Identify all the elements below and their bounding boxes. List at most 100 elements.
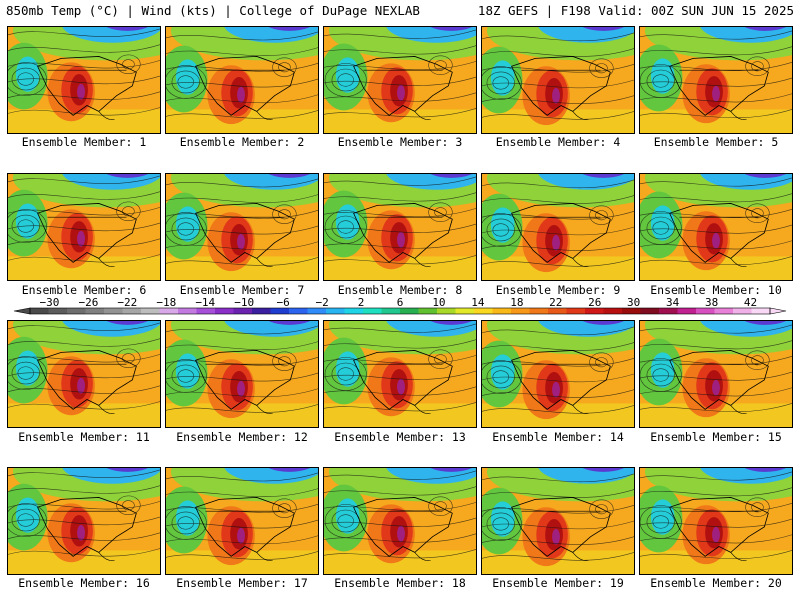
ensemble-member-label: Ensemble Member: 2 xyxy=(179,135,305,149)
map-title: 850mb Temp (°C) | Wind (kts) | College o… xyxy=(6,3,420,18)
colorbar-swatch xyxy=(455,308,475,314)
colorbar-tick-label: 22 xyxy=(549,296,562,309)
colorbar-swatch xyxy=(233,308,253,314)
temperature-field-map xyxy=(8,174,160,280)
colorbar-swatch xyxy=(48,308,68,314)
temperature-field-map xyxy=(482,27,634,133)
ensemble-map-panel xyxy=(481,173,635,281)
ensemble-map-panel xyxy=(323,320,477,428)
temperature-field-map xyxy=(8,468,160,574)
ensemble-member-label: Ensemble Member: 16 xyxy=(18,576,150,590)
colorbar-swatch xyxy=(733,308,752,314)
colorbar-swatch xyxy=(696,308,715,314)
colorbar-swatch xyxy=(85,308,105,314)
ensemble-member-label: Ensemble Member: 5 xyxy=(653,135,779,149)
ensemble-member-label: Ensemble Member: 10 xyxy=(650,283,782,297)
colorbar-swatch xyxy=(511,308,530,314)
temperature-field-map xyxy=(482,321,634,427)
ensemble-member-label: Ensemble Member: 1 xyxy=(21,135,147,149)
colorbar-min-arrow xyxy=(13,307,31,315)
temperature-field-map xyxy=(8,27,160,133)
ensemble-member-label: Ensemble Member: 18 xyxy=(334,576,466,590)
colorbar-swatch xyxy=(215,308,234,314)
colorbar-swatch xyxy=(529,308,549,314)
colorbar-swatch xyxy=(640,308,660,314)
colorbar-swatch xyxy=(548,308,567,314)
colorbar-swatch xyxy=(751,308,771,314)
colorbar-swatch xyxy=(400,308,419,314)
colorbar-tick-label: 38 xyxy=(705,296,718,309)
colorbar-tick-label: −10 xyxy=(234,296,254,309)
temperature-field-map xyxy=(324,174,476,280)
ensemble-map-panel xyxy=(323,173,477,281)
colorbar-swatch xyxy=(677,308,697,314)
run-info: 18Z GEFS | F198 Valid: 00Z SUN JUN 15 20… xyxy=(477,3,794,18)
colorbar-tick-label: −30 xyxy=(40,296,60,309)
colorbar-swatch xyxy=(178,308,197,314)
ensemble-map-panel xyxy=(639,467,793,575)
temperature-field-map xyxy=(640,174,792,280)
ensemble-member-label: Ensemble Member: 19 xyxy=(492,576,624,590)
colorbar-swatch xyxy=(659,308,678,314)
colorbar-swatch xyxy=(566,308,586,314)
colorbar-swatch xyxy=(474,308,493,314)
colorbar-swatch xyxy=(603,308,623,314)
ensemble-member-label: Ensemble Member: 8 xyxy=(337,283,463,297)
colorbar-tick-label: 26 xyxy=(588,296,601,309)
ensemble-member-label: Ensemble Member: 15 xyxy=(650,430,782,444)
ensemble-map-panel xyxy=(639,320,793,428)
temperature-field-map xyxy=(482,468,634,574)
ensemble-map-panel xyxy=(481,467,635,575)
colorbar-tick-label: 6 xyxy=(397,296,404,309)
colorbar-swatch xyxy=(381,308,401,314)
colorbar-tick-label: 34 xyxy=(666,296,680,309)
colorbar-swatch xyxy=(418,308,438,314)
colorbar-tick-label: −2 xyxy=(315,296,328,309)
colorbar-swatch xyxy=(622,308,641,314)
ensemble-member-label: Ensemble Member: 11 xyxy=(18,430,150,444)
colorbar-swatch xyxy=(30,308,49,314)
temperature-field-map xyxy=(482,174,634,280)
colorbar-swatch xyxy=(252,308,271,314)
temperature-field-map xyxy=(166,321,318,427)
ensemble-map-panel xyxy=(7,320,161,428)
colorbar-swatch xyxy=(344,308,364,314)
colorbar-tick-label: 18 xyxy=(510,296,523,309)
ensemble-member-label: Ensemble Member: 9 xyxy=(495,283,621,297)
colorbar-max-arrow xyxy=(769,307,787,315)
temperature-field-map xyxy=(166,174,318,280)
temperature-field-map xyxy=(324,321,476,427)
ensemble-map-panel xyxy=(639,173,793,281)
colorbar-swatch xyxy=(307,308,327,314)
colorbar-swatch xyxy=(270,308,290,314)
ensemble-member-label: Ensemble Member: 6 xyxy=(21,283,147,297)
temperature-field-map xyxy=(166,468,318,574)
ensemble-map-panel xyxy=(7,26,161,134)
colorbar-swatch xyxy=(585,308,604,314)
colorbar-swatch xyxy=(122,308,142,314)
colorbar-tick-label: 42 xyxy=(744,296,757,309)
ensemble-map-panel xyxy=(165,320,319,428)
colorbar-swatch xyxy=(104,308,123,314)
ensemble-member-label: Ensemble Member: 12 xyxy=(176,430,308,444)
ensemble-map-panel xyxy=(639,26,793,134)
ensemble-map-panel xyxy=(7,467,161,575)
ensemble-member-label: Ensemble Member: 4 xyxy=(495,135,621,149)
colorbar-swatch xyxy=(363,308,382,314)
colorbar-swatch xyxy=(326,308,345,314)
ensemble-map-panel xyxy=(165,467,319,575)
colorbar-swatch xyxy=(437,308,456,314)
colorbar-tick-label: 14 xyxy=(471,296,485,309)
colorbar-tick-label: −6 xyxy=(277,296,290,309)
colorbar-tick-label: −14 xyxy=(195,296,215,309)
colorbar-tick-label: 2 xyxy=(358,296,365,309)
temperature-field-map xyxy=(166,27,318,133)
ensemble-map-panel xyxy=(481,26,635,134)
ensemble-member-label: Ensemble Member: 3 xyxy=(337,135,463,149)
temperature-field-map xyxy=(640,27,792,133)
ensemble-member-label: Ensemble Member: 14 xyxy=(492,430,624,444)
ensemble-map-panel xyxy=(323,467,477,575)
ensemble-member-label: Ensemble Member: 7 xyxy=(179,283,305,297)
colorbar-swatch xyxy=(196,308,216,314)
temperature-field-map xyxy=(8,321,160,427)
